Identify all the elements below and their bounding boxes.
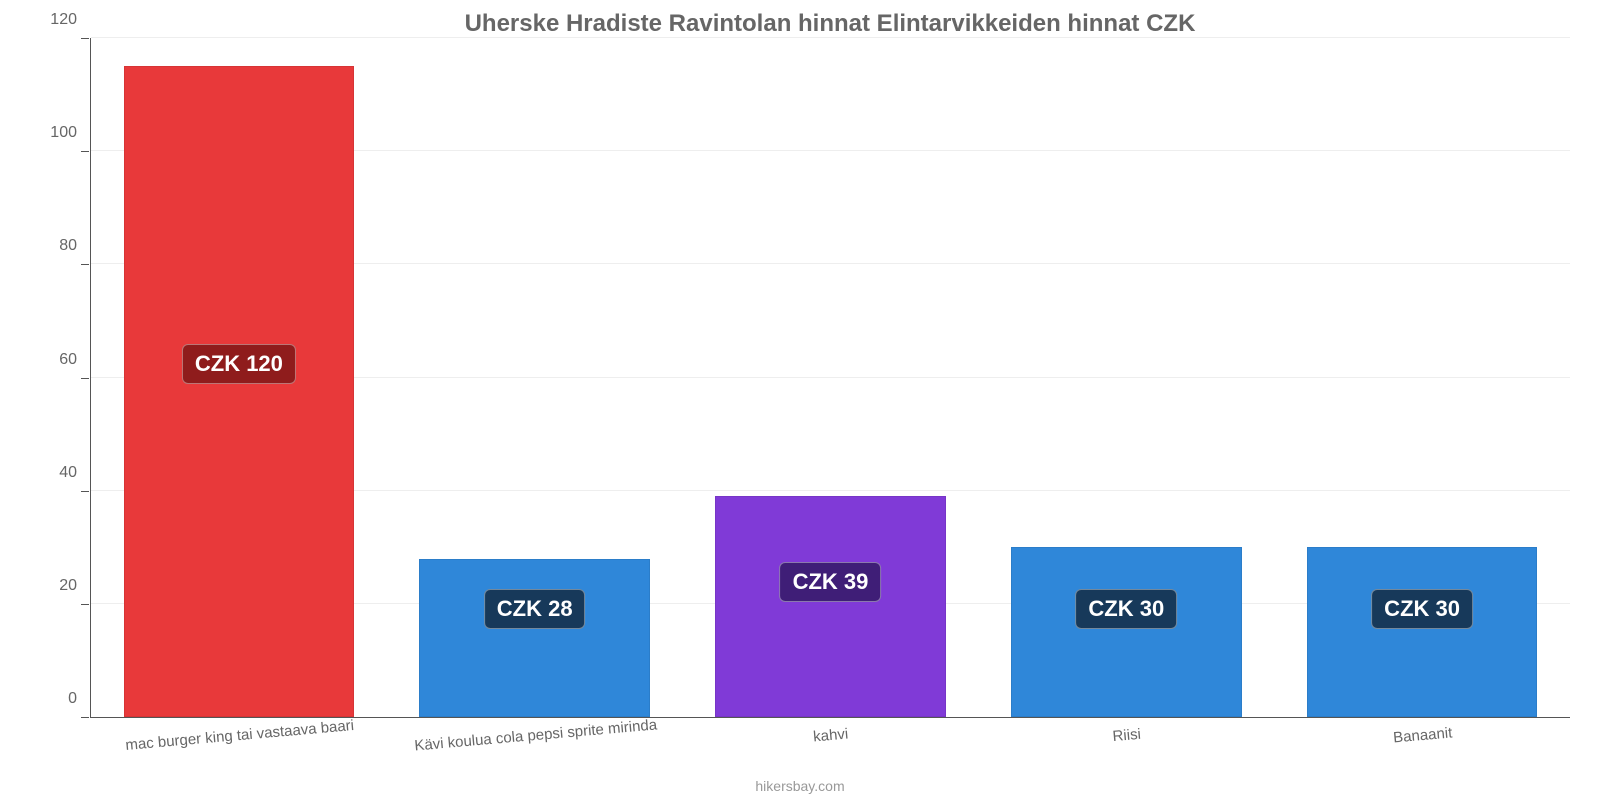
value-badge: CZK 39 bbox=[780, 562, 882, 602]
bar bbox=[715, 496, 946, 717]
bar bbox=[124, 66, 355, 717]
chart-title: Uherske Hradiste Ravintolan hinnat Elint… bbox=[90, 10, 1570, 38]
bar bbox=[1307, 547, 1538, 717]
source-credit: hikersbay.com bbox=[755, 778, 844, 794]
bars-container: CZK 120mac burger king tai vastaava baar… bbox=[91, 38, 1570, 717]
price-bar-chart: Uherske Hradiste Ravintolan hinnat Elint… bbox=[0, 0, 1600, 800]
x-axis-category-label: Riisi bbox=[1112, 726, 1142, 745]
y-axis-tick-label: 40 bbox=[59, 464, 77, 482]
y-axis-tick-label: 0 bbox=[68, 690, 77, 708]
value-badge: CZK 30 bbox=[1075, 589, 1177, 629]
value-badge: CZK 28 bbox=[484, 589, 586, 629]
y-axis-tick-label: 60 bbox=[59, 351, 77, 369]
value-badge: CZK 120 bbox=[182, 344, 296, 384]
y-axis-tick-label: 100 bbox=[50, 124, 77, 142]
x-axis-category-label: Kävi koulua cola pepsi sprite mirinda bbox=[413, 716, 657, 754]
plot-area: 020406080100120CZK 120mac burger king ta… bbox=[90, 38, 1570, 718]
bar-slot: CZK 39kahvi bbox=[683, 38, 979, 717]
bar bbox=[419, 559, 650, 717]
value-badge: CZK 30 bbox=[1371, 589, 1473, 629]
x-axis-category-label: mac burger king tai vastaava baari bbox=[125, 717, 355, 754]
y-axis-tick-label: 80 bbox=[59, 237, 77, 255]
bar-slot: CZK 30Riisi bbox=[978, 38, 1274, 717]
bar-slot: CZK 28Kävi koulua cola pepsi sprite miri… bbox=[387, 38, 683, 717]
bar-slot: CZK 30Banaanit bbox=[1274, 38, 1570, 717]
y-axis-tick-label: 120 bbox=[50, 11, 77, 29]
y-axis-tick-label: 20 bbox=[59, 577, 77, 595]
bar-slot: CZK 120mac burger king tai vastaava baar… bbox=[91, 38, 387, 717]
x-axis-category-label: Banaanit bbox=[1393, 724, 1453, 746]
bar bbox=[1011, 547, 1242, 717]
x-axis-category-label: kahvi bbox=[813, 725, 849, 745]
